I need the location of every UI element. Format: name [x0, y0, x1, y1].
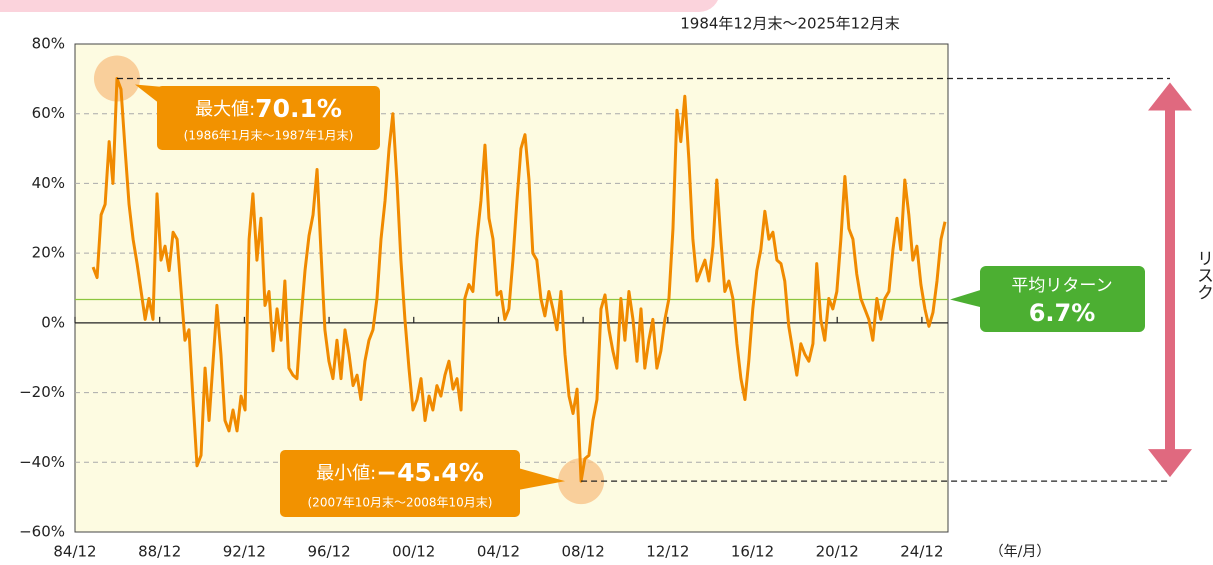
risk-label: リスク	[1193, 250, 1213, 301]
x-tick-label: 24/12	[900, 543, 943, 561]
y-tick-label: 80%	[32, 35, 65, 53]
y-tick-label: 20%	[32, 244, 65, 262]
risk-arrow-head	[1148, 82, 1192, 111]
x-tick-label: 04/12	[477, 543, 520, 561]
x-tick-label: 96/12	[307, 543, 350, 561]
x-tick-label: 00/12	[392, 543, 435, 561]
y-tick-label: 40%	[32, 174, 65, 192]
average-box	[980, 266, 1145, 332]
x-tick-label: 92/12	[223, 543, 266, 561]
x-tick-label: 16/12	[731, 543, 774, 561]
x-tick-label: 84/12	[53, 543, 96, 561]
min-pointer	[518, 468, 566, 490]
risk-arrow-head	[1148, 449, 1192, 478]
y-tick-label: −60%	[19, 523, 65, 541]
x-tick-label: 12/12	[646, 543, 689, 561]
y-tick-label: 0%	[41, 313, 65, 331]
max-value: 70.1%	[255, 94, 342, 123]
title-pill	[0, 0, 718, 12]
max-label: 最大値:70.1%	[195, 94, 342, 123]
y-tick-label: 60%	[32, 104, 65, 122]
min-value: −45.4%	[376, 458, 484, 487]
average-pointer	[950, 289, 982, 308]
average-value: 6.7%	[1029, 299, 1096, 327]
max-label-text: 最大値:	[195, 99, 255, 120]
y-tick-label: −40%	[19, 453, 65, 471]
y-tick-label: −20%	[19, 383, 65, 401]
subtitle: 1984年12月末～2025年12月末	[680, 15, 900, 33]
x-tick-label: 20/12	[816, 543, 859, 561]
risk-arrow-shaft	[1165, 106, 1175, 454]
min-label-text: 最小値:	[316, 463, 376, 484]
min-box	[280, 450, 520, 517]
average-label: 平均リターン	[1011, 276, 1112, 296]
x-unit: （年/月）	[990, 544, 1051, 560]
max-period: (1986年1月末～1987年1月末)	[184, 129, 354, 143]
max-box	[157, 86, 380, 150]
min-label: 最小値:−45.4%	[316, 458, 484, 487]
x-tick-label: 88/12	[138, 543, 181, 561]
x-tick-label: 08/12	[562, 543, 605, 561]
min-period: (2007年10月末～2008年10月末)	[308, 496, 493, 510]
data-line	[91, 77, 947, 483]
